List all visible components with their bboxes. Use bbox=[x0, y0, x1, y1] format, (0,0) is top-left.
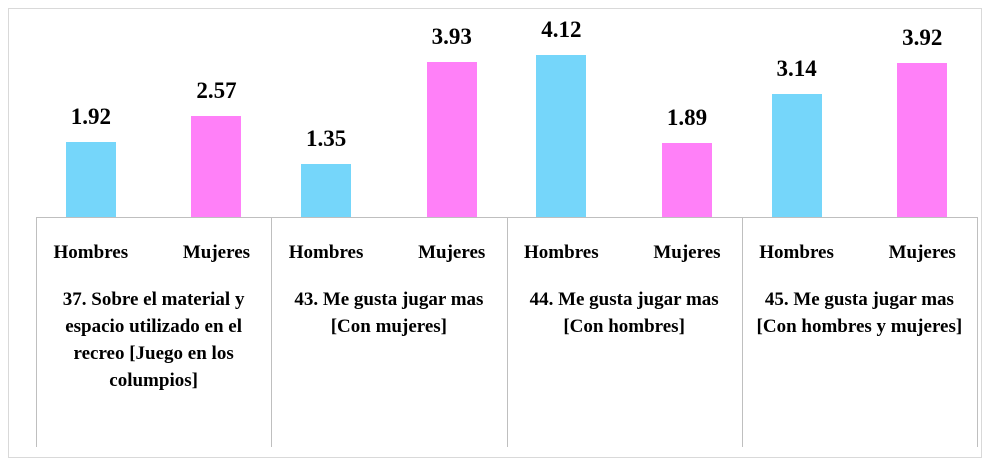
value-label: 3.93 bbox=[431, 24, 472, 50]
bar bbox=[897, 62, 948, 217]
bar bbox=[191, 115, 242, 217]
bar bbox=[771, 93, 822, 217]
category-label: Hombres bbox=[524, 242, 599, 263]
divider bbox=[271, 217, 273, 447]
value-label: 3.92 bbox=[902, 24, 943, 50]
category-label: Hombres bbox=[759, 242, 834, 263]
value-label: 1.35 bbox=[305, 125, 347, 151]
category-label: Mujeres bbox=[653, 242, 721, 263]
group-label: 37. Sobre el material y espacio utilizad… bbox=[62, 289, 245, 391]
value-label: 1.92 bbox=[70, 103, 111, 129]
group-label: 44. Me gusta jugar mas [Con hombres] bbox=[529, 289, 719, 337]
divider bbox=[506, 217, 508, 447]
divider bbox=[36, 217, 37, 447]
bar bbox=[536, 55, 587, 217]
value-label: 1.89 bbox=[666, 104, 708, 130]
category-label: Mujeres bbox=[418, 242, 486, 263]
value-label: 3.14 bbox=[776, 55, 817, 81]
divider bbox=[977, 217, 978, 447]
bar bbox=[661, 142, 712, 217]
category-label: Hombres bbox=[53, 242, 129, 263]
bar bbox=[301, 163, 352, 217]
value-label: 4.12 bbox=[541, 17, 582, 42]
group-label: 45. Me gusta jugar mas [Con hombres y mu… bbox=[756, 289, 963, 337]
value-label: 2.57 bbox=[196, 77, 237, 103]
bar bbox=[426, 62, 477, 217]
chart: 37. Sobre el material y espacio utilizad… bbox=[8, 8, 982, 458]
bar bbox=[65, 141, 116, 217]
category-label: Mujeres bbox=[182, 242, 251, 263]
category-label: Hombres bbox=[288, 242, 364, 263]
category-label: Mujeres bbox=[888, 242, 956, 263]
divider bbox=[741, 217, 743, 447]
group-label: 43. Me gusta jugar mas [Con mujeres] bbox=[294, 289, 484, 337]
